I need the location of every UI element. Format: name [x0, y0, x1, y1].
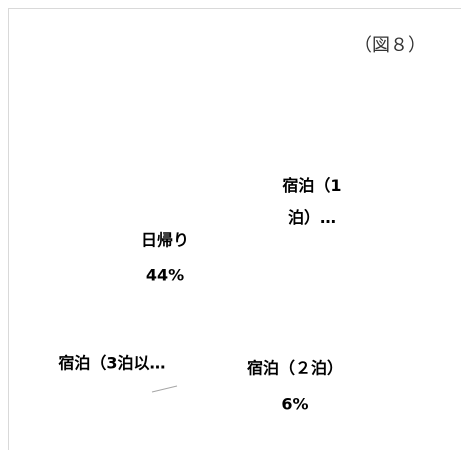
value-label: 44% — [146, 266, 184, 285]
slice-label: 日帰り — [141, 231, 189, 250]
slice-label: 宿泊（２泊） — [247, 359, 343, 378]
leader-line — [151, 385, 178, 393]
chart-frame — [8, 8, 461, 450]
chart-title: （図８） — [354, 35, 426, 56]
value-label: 6% — [281, 395, 308, 414]
slice-label: 宿泊（3泊以… — [58, 354, 165, 373]
label-line: 宿泊（1 — [282, 176, 341, 195]
label-line: 泊）… — [288, 208, 336, 227]
slice-label: 宿泊（1 泊）… — [282, 176, 341, 227]
